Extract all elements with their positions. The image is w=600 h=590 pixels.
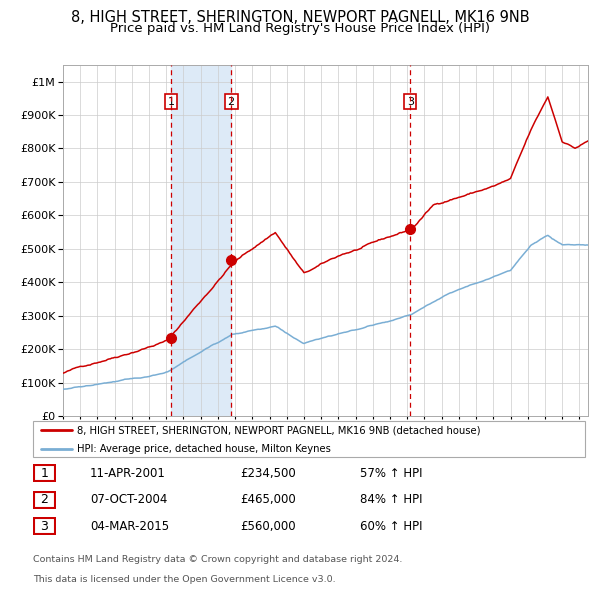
FancyBboxPatch shape bbox=[34, 465, 55, 481]
Text: 1: 1 bbox=[40, 467, 49, 480]
Text: 1: 1 bbox=[167, 97, 175, 107]
Text: 8, HIGH STREET, SHERINGTON, NEWPORT PAGNELL, MK16 9NB (detached house): 8, HIGH STREET, SHERINGTON, NEWPORT PAGN… bbox=[77, 425, 481, 435]
Text: 3: 3 bbox=[407, 97, 413, 107]
Text: £560,000: £560,000 bbox=[240, 520, 296, 533]
Text: £465,000: £465,000 bbox=[240, 493, 296, 506]
Text: 8, HIGH STREET, SHERINGTON, NEWPORT PAGNELL, MK16 9NB: 8, HIGH STREET, SHERINGTON, NEWPORT PAGN… bbox=[71, 10, 529, 25]
Text: Price paid vs. HM Land Registry's House Price Index (HPI): Price paid vs. HM Land Registry's House … bbox=[110, 22, 490, 35]
FancyBboxPatch shape bbox=[34, 519, 55, 535]
Text: 2: 2 bbox=[40, 493, 49, 506]
Text: 04-MAR-2015: 04-MAR-2015 bbox=[90, 520, 169, 533]
Text: 3: 3 bbox=[40, 520, 49, 533]
Text: 57% ↑ HPI: 57% ↑ HPI bbox=[360, 467, 422, 480]
FancyBboxPatch shape bbox=[34, 492, 55, 507]
Text: HPI: Average price, detached house, Milton Keynes: HPI: Average price, detached house, Milt… bbox=[77, 444, 331, 454]
Text: 60% ↑ HPI: 60% ↑ HPI bbox=[360, 520, 422, 533]
Text: £234,500: £234,500 bbox=[240, 467, 296, 480]
Text: Contains HM Land Registry data © Crown copyright and database right 2024.: Contains HM Land Registry data © Crown c… bbox=[33, 555, 403, 564]
Text: 11-APR-2001: 11-APR-2001 bbox=[90, 467, 166, 480]
FancyBboxPatch shape bbox=[33, 421, 585, 457]
Text: This data is licensed under the Open Government Licence v3.0.: This data is licensed under the Open Gov… bbox=[33, 575, 335, 584]
Text: 84% ↑ HPI: 84% ↑ HPI bbox=[360, 493, 422, 506]
Text: 2: 2 bbox=[227, 97, 235, 107]
Text: 07-OCT-2004: 07-OCT-2004 bbox=[90, 493, 167, 506]
Bar bbox=[171, 65, 231, 416]
